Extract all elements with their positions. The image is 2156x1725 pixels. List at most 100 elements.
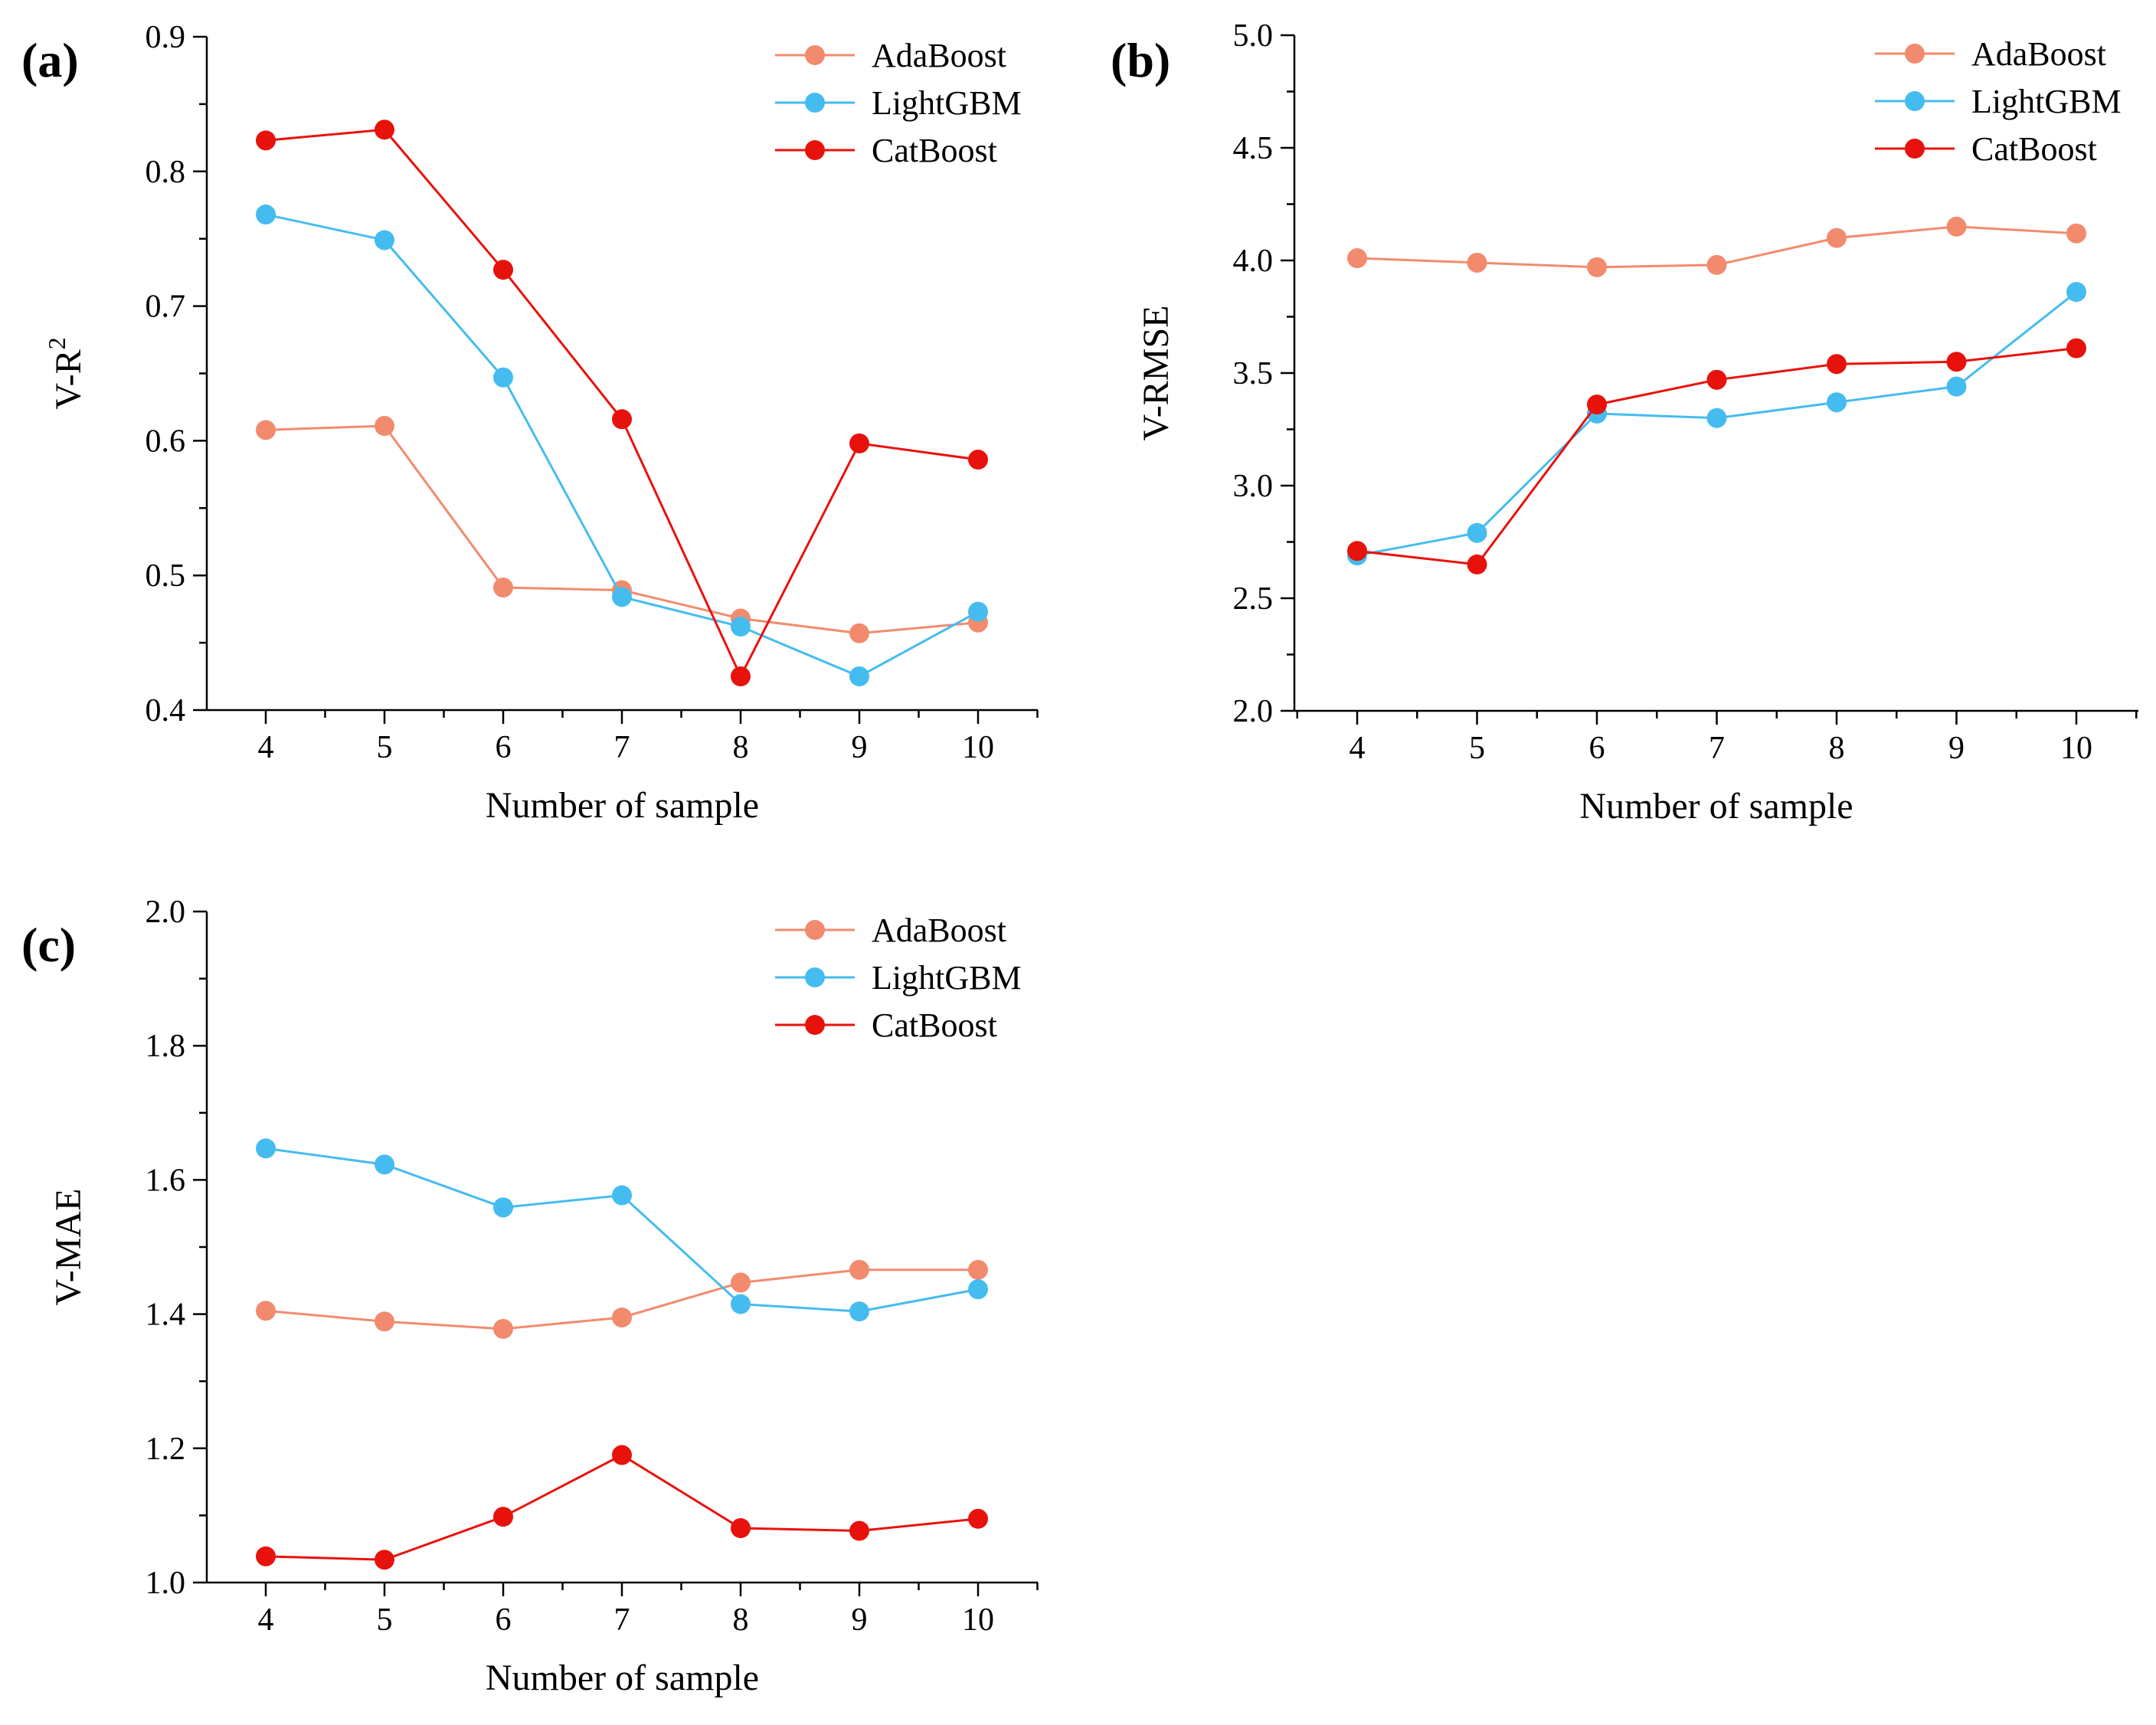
chart-panel-1: (a) 0.4 0.5 0.6 0.7 0.8 0.9 4 5 6 7 8 9 10 Number of s… <box>21 20 1039 826</box>
legend-marker-lightgbm <box>1905 91 1925 111</box>
data-point-catboost <box>256 1546 276 1566</box>
y-tick-label: 0.5 <box>146 558 186 594</box>
x-tick-label: 5 <box>377 730 393 765</box>
y-tick-label: 0.9 <box>146 20 186 55</box>
x-tick-label: 4 <box>258 1602 274 1638</box>
data-point-catboost <box>1706 369 1727 390</box>
legend-label-adaboost: AdaBoost <box>872 37 1006 74</box>
series-line-lightgbm <box>265 1147 979 1313</box>
x-tick-label: 5 <box>377 1602 393 1638</box>
legend-marker-catboost <box>805 1015 825 1035</box>
data-point-catboost <box>731 1518 751 1539</box>
legend-marker-catboost <box>805 140 825 160</box>
data-point-lightgbm <box>849 1301 869 1322</box>
y-tick-label: 1.2 <box>146 1432 186 1467</box>
x-tick-label: 8 <box>1829 731 1845 766</box>
data-point-adaboost <box>2066 223 2086 244</box>
legend-label-adaboost: AdaBoost <box>872 912 1006 949</box>
y-tick-label: 2.5 <box>1233 581 1274 617</box>
data-point-adaboost <box>493 578 513 598</box>
data-point-adaboost <box>849 1259 869 1280</box>
y-tick-label: 0.6 <box>146 424 186 459</box>
legend: AdaBoost LightGBM CatBoost <box>775 37 1022 169</box>
data-point-catboost <box>375 119 394 140</box>
x-tick-label: 4 <box>1350 731 1366 766</box>
y-tick-label: 4.0 <box>1233 244 1274 279</box>
data-point-catboost <box>731 666 751 687</box>
x-tick-label: 7 <box>614 1602 630 1638</box>
legend-label-catboost: CatBoost <box>1971 130 2097 168</box>
y-axis-title: V-RMSE <box>1136 306 1176 441</box>
data-point-catboost <box>612 1445 632 1465</box>
data-point-catboost <box>375 1550 394 1570</box>
data-point-catboost <box>968 450 988 470</box>
legend-label-catboost: CatBoost <box>872 1007 997 1044</box>
data-point-catboost <box>493 1507 513 1527</box>
y-tick-label: 1.0 <box>146 1566 186 1601</box>
legend-marker-adaboost <box>805 45 825 65</box>
x-tick-label: 7 <box>1709 731 1725 766</box>
legend-label-catboost: CatBoost <box>872 132 997 169</box>
x-tick-label: 6 <box>496 730 512 765</box>
data-point-catboost <box>1347 541 1367 561</box>
y-tick-label: 2.0 <box>146 895 186 930</box>
data-point-lightgbm <box>612 1185 632 1206</box>
legend-label-lightgbm: LightGBM <box>872 84 1022 122</box>
legend-label-lightgbm: LightGBM <box>872 959 1022 997</box>
x-tick-label: 9 <box>1948 731 1965 766</box>
data-point-lightgbm <box>375 230 394 250</box>
data-point-adaboost <box>375 416 394 437</box>
y-axis-title-superscript: 2 <box>43 337 70 349</box>
y-tick-label: 0.4 <box>146 693 186 728</box>
y-tick-label: 1.6 <box>146 1163 186 1198</box>
data-point-adaboost <box>1347 248 1367 269</box>
chart-panel-3: (c) 1.0 1.2 1.4 1.6 1.8 2.0 4 5 6 7 8 9 10 Number of s… <box>21 895 1039 1698</box>
data-point-lightgbm <box>1467 522 1487 543</box>
panel-label: (c) <box>21 918 76 972</box>
legend: AdaBoost LightGBM CatBoost <box>775 912 1022 1044</box>
y-axis-title: V-MAE <box>48 1189 89 1306</box>
x-tick-label: 6 <box>496 1602 512 1638</box>
data-point-lightgbm <box>968 1279 988 1300</box>
data-point-lightgbm <box>1706 408 1727 428</box>
y-tick-label: 0.8 <box>146 155 186 190</box>
data-point-lightgbm <box>968 601 988 622</box>
legend-marker-adaboost <box>1905 44 1925 64</box>
y-tick-label: 4.5 <box>1233 131 1274 166</box>
data-point-lightgbm <box>256 1138 276 1159</box>
y-tick-label: 3.5 <box>1233 356 1274 391</box>
data-point-adaboost <box>612 1307 632 1327</box>
y-axis-title: V-R2 <box>43 337 89 409</box>
y-tick-label: 5.0 <box>1233 18 1274 54</box>
x-tick-label: 6 <box>1589 731 1605 766</box>
y-axis-title-text: V-RMSE <box>1136 306 1176 441</box>
y-axis-title-text: V-MAE <box>48 1189 89 1306</box>
data-point-catboost <box>849 433 869 453</box>
legend-label-lightgbm: LightGBM <box>1971 83 2122 120</box>
y-axis-title-text: V-R <box>48 349 89 409</box>
panel-label: (a) <box>21 33 79 87</box>
legend-marker-lightgbm <box>805 93 825 113</box>
data-point-lightgbm <box>2066 282 2086 303</box>
data-point-lightgbm <box>612 587 632 607</box>
legend-marker-lightgbm <box>805 967 825 987</box>
x-tick-label: 7 <box>614 730 630 765</box>
x-tick-label: 5 <box>1469 731 1485 766</box>
y-tick-label: 2.0 <box>1233 694 1274 729</box>
data-point-adaboost <box>1827 227 1847 248</box>
y-tick-label: 1.8 <box>146 1029 186 1064</box>
panel-label: (b) <box>1111 33 1170 87</box>
y-tick-label: 0.7 <box>146 290 186 325</box>
data-point-lightgbm <box>375 1154 394 1175</box>
x-tick-label: 10 <box>962 730 994 765</box>
data-point-catboost <box>968 1508 988 1529</box>
data-point-lightgbm <box>731 617 751 637</box>
data-point-adaboost <box>256 1301 276 1321</box>
data-point-catboost <box>1946 352 1967 372</box>
data-point-catboost <box>256 130 276 151</box>
x-axis-title: Number of sample <box>486 785 759 826</box>
data-point-adaboost <box>1467 252 1487 273</box>
data-point-lightgbm <box>493 1197 513 1218</box>
y-tick-label: 3.0 <box>1233 469 1274 504</box>
